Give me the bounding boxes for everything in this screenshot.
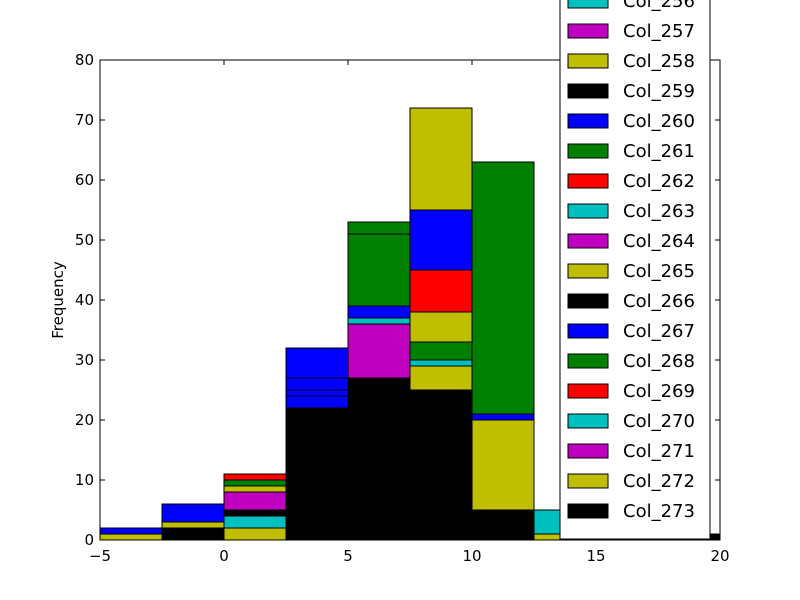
legend-swatch-col-262 (567, 173, 609, 189)
legend-label-col-266: Col_266 (623, 291, 695, 312)
bar-segment-col-273-bin-3 (285, 407, 349, 541)
legend-swatch-col-271 (567, 443, 609, 459)
legend-label-col-268: Col_268 (623, 351, 695, 372)
y-tick-label: 50 (75, 231, 94, 249)
x-tick-label: −5 (89, 547, 111, 565)
bar-segment-col-267-bin-3 (285, 395, 349, 409)
legend-swatch-col-267 (567, 323, 609, 339)
bar-segment-col-272-bin-6 (471, 419, 535, 511)
legend-label-col-269: Col_269 (623, 381, 695, 402)
legend-swatch-col-257 (567, 23, 609, 39)
y-tick-label: 30 (75, 351, 94, 369)
legend-label-col-270: Col_270 (623, 411, 695, 432)
x-tick-label: 0 (219, 547, 229, 565)
legend-swatch-col-269 (567, 383, 609, 399)
y-tick-label: 0 (84, 531, 94, 549)
bar-segment-col-267-bin-1 (161, 503, 225, 523)
legend-swatch-col-256 (567, 0, 609, 9)
legend-swatch-col-270 (567, 413, 609, 429)
histogram-bars (99, 107, 721, 541)
legend-label-col-264: Col_264 (623, 231, 695, 252)
bar-segment-col-270-bin-4 (347, 317, 411, 325)
legend-label-col-263: Col_263 (623, 201, 695, 222)
legend-swatch-col-258 (567, 53, 609, 69)
legend-label-col-256: Col_256 (623, 0, 695, 12)
x-tick-label: 5 (343, 547, 353, 565)
legend-swatch-col-265 (567, 263, 609, 279)
bar-segment-col-272-bin-5 (409, 365, 473, 391)
legend-swatch-col-261 (567, 143, 609, 159)
bar-segment-col-265-bin-5 (409, 311, 473, 343)
legend-label-col-261: Col_261 (623, 141, 695, 162)
bar-segment-col-267-bin-0 (99, 527, 163, 535)
legend-swatch-col-268 (567, 353, 609, 369)
y-tick-label: 80 (75, 51, 94, 69)
legend-label-col-258: Col_258 (623, 51, 695, 72)
legend-swatch-col-263 (567, 203, 609, 219)
bar-segment-col-271-bin-4 (347, 323, 411, 379)
bar-segment-col-268-bin-6 (471, 161, 535, 415)
legend-label-col-272: Col_272 (623, 471, 695, 492)
bar-segment-col-267-bin-4 (347, 305, 411, 319)
y-tick-label: 40 (75, 291, 94, 309)
legend-label-col-271: Col_271 (623, 441, 695, 462)
y-tick-label: 70 (75, 111, 94, 129)
legend-label-col-267: Col_267 (623, 321, 695, 342)
legend-swatch-col-273 (567, 503, 609, 519)
bar-segment-col-272-bin-2 (223, 527, 287, 541)
bar-segment-col-268-bin-5 (409, 341, 473, 361)
bar-segment-col-272-bin-0 (99, 533, 163, 541)
legend-label-col-262: Col_262 (623, 171, 695, 192)
legend-label-col-265: Col_265 (623, 261, 695, 282)
legend-swatch-col-264 (567, 233, 609, 249)
y-tick-label: 20 (75, 411, 94, 429)
bar-segment-col-264-bin-2 (223, 491, 287, 511)
x-tick-label: 10 (462, 547, 481, 565)
bar-segment-col-273-bin-6 (471, 509, 535, 541)
bar-segment-col-265-bin-2 (223, 485, 287, 493)
bar-segment-col-266-bin-2 (223, 509, 287, 517)
legend-label-col-257: Col_257 (623, 21, 695, 42)
bar-segment-col-270-bin-2 (223, 515, 287, 529)
legend-swatch-col-260 (567, 113, 609, 129)
bar-segment-col-273-bin-4 (347, 377, 411, 541)
legend-swatch-col-272 (567, 473, 609, 489)
bar-segment-col-258-bin-5 (409, 107, 473, 211)
bar-segment-col-260-bin-3 (285, 389, 349, 397)
bar-segment-col-273-bin-5 (409, 389, 473, 541)
bar-segment-col-262-bin-5 (409, 269, 473, 313)
legend-label-col-259: Col_259 (623, 81, 695, 102)
bar-segment-col-273-bin-1 (161, 527, 225, 541)
x-tick-label: 20 (710, 547, 729, 565)
bar-segment-col-267-bin-6 (471, 413, 535, 421)
y-axis-label: Frequency (49, 261, 67, 339)
legend-swatch-col-266 (567, 293, 609, 309)
y-tick-label: 10 (75, 471, 94, 489)
bar-segment-col-272-bin-1 (161, 521, 225, 529)
legend: Col_256 Col_257 Col_258 Col_259 Col_260 Col_2… (559, 0, 711, 540)
legend-swatch-col-259 (567, 83, 609, 99)
bar-segment-col-270-bin-5 (409, 359, 473, 367)
bar-segment-col-260-bin-5 (409, 209, 473, 271)
legend-label-col-273: Col_273 (623, 501, 695, 522)
bar-segment-col-269-bin-2 (223, 473, 287, 481)
bar-segment-col-261-bin-4 (347, 221, 411, 235)
bar-segment-col-268-bin-4 (347, 233, 411, 307)
y-tick-label: 60 (75, 171, 94, 189)
bar-segment-col-267-bin-3 (285, 377, 349, 391)
bar-segment-col-260-bin-3 (285, 347, 349, 379)
x-tick-label: 15 (586, 547, 605, 565)
legend-label-col-260: Col_260 (623, 111, 695, 132)
bar-segment-col-268-bin-2 (223, 479, 287, 487)
